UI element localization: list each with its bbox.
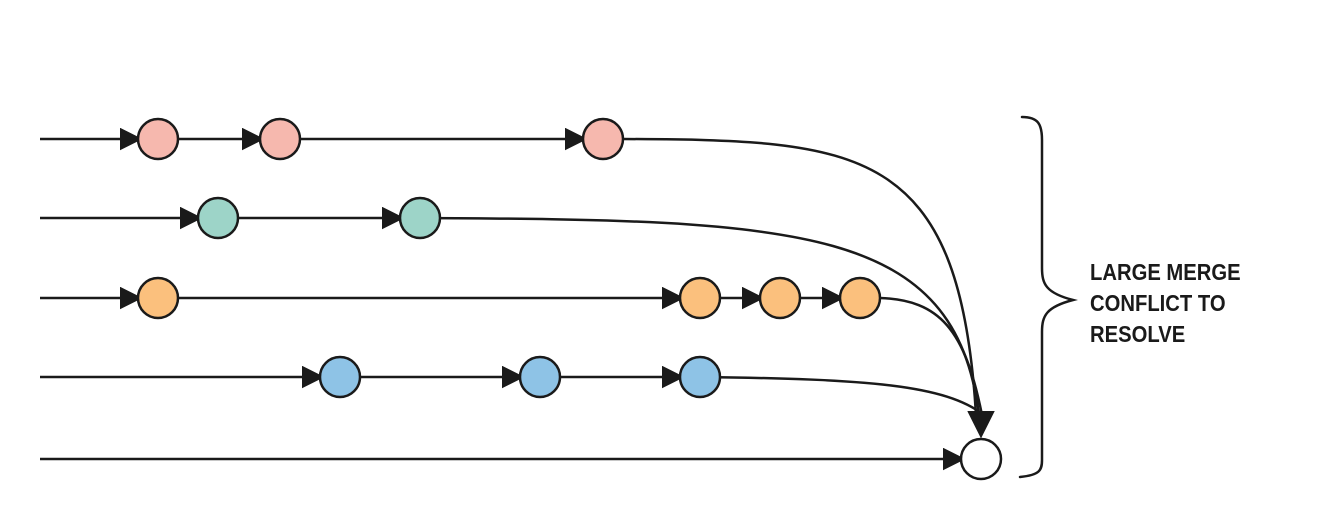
svg-text:LARGE MERGE: LARGE MERGE — [1090, 259, 1241, 286]
svg-text:RESOLVE: RESOLVE — [1090, 321, 1185, 348]
svg-text:CONFLICT TO: CONFLICT TO — [1090, 290, 1226, 317]
